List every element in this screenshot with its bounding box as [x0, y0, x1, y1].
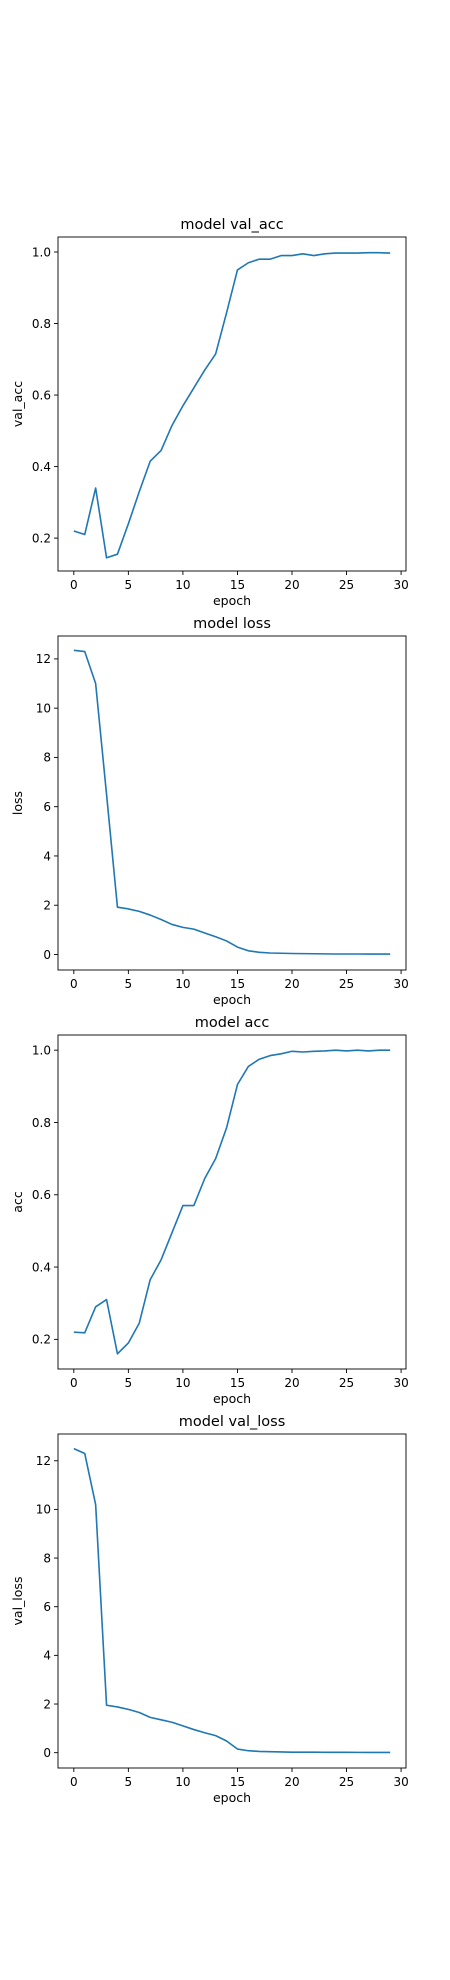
chart-panel-4: model val_loss 0 5 10 15 20 25 30 0 2 4 6 8 10 12 epoch… [10, 1414, 409, 1805]
x-tick-label: 20 [284, 977, 299, 991]
x-axis-label: epoch [213, 1391, 251, 1406]
chart-panel-3: model acc 0 5 10 15 20 25 30 0.2 0.4 0.6 0.8 1.0 epoc… [10, 1015, 409, 1406]
y-tick-label: 1.0 [32, 1043, 51, 1057]
x-tick-label: 10 [175, 977, 190, 991]
y-tick-label: 0.2 [32, 1333, 51, 1347]
y-tick-label: 0.8 [32, 1116, 51, 1130]
chart-title: model acc [195, 1015, 270, 1031]
y-tick-label: 0 [43, 948, 51, 962]
x-tick-label: 15 [230, 578, 245, 592]
x-tick-label: 25 [339, 578, 354, 592]
x-axis-label: epoch [213, 1790, 251, 1805]
x-tick-label: 25 [339, 977, 354, 991]
y-axis-label: loss [10, 791, 25, 815]
chart-panel-2: model loss 0 5 10 15 20 25 30 0 2 4 6 8 10 12 epoch loss [10, 616, 409, 1007]
x-tick-label: 10 [175, 1376, 190, 1390]
y-tick-label: 8 [43, 751, 51, 765]
x-tick-label: 20 [284, 1376, 299, 1390]
y-axis-label: acc [10, 1191, 25, 1213]
x-tick-label: 30 [393, 1775, 408, 1789]
x-tick-label: 10 [175, 1775, 190, 1789]
y-axis-label: val_acc [10, 381, 25, 427]
y-tick-label: 1.0 [32, 245, 51, 259]
y-tick-label: 4 [43, 1649, 51, 1663]
y-tick-label: 0.4 [32, 1260, 51, 1274]
x-tick-label: 15 [230, 977, 245, 991]
x-tick-label: 0 [70, 1775, 78, 1789]
y-tick-label: 12 [36, 652, 51, 666]
x-tick-label: 25 [339, 1376, 354, 1390]
x-tick-label: 15 [230, 1376, 245, 1390]
x-tick-label: 20 [284, 1775, 299, 1789]
y-tick-label: 10 [36, 701, 51, 715]
y-tick-label: 0.4 [32, 460, 51, 474]
x-tick-label: 0 [70, 977, 78, 991]
y-tick-label: 4 [43, 849, 51, 863]
y-tick-label: 2 [43, 899, 51, 913]
chart-title: model val_loss [179, 1414, 286, 1430]
y-axis-label: val_loss [10, 1577, 25, 1626]
plot-frame [57, 1433, 407, 1769]
x-tick-label: 25 [339, 1775, 354, 1789]
x-tick-label: 10 [175, 578, 190, 592]
x-tick-label: 30 [393, 977, 408, 991]
x-axis-label: epoch [213, 593, 251, 608]
y-tick-label: 6 [43, 1600, 51, 1614]
series-line [73, 649, 391, 955]
y-tick-label: 0.2 [32, 531, 51, 545]
y-tick-label: 2 [43, 1697, 51, 1711]
x-axis-label: epoch [213, 992, 251, 1007]
y-tick-label: 0 [43, 1746, 51, 1760]
y-tick-label: 10 [36, 1503, 51, 1517]
y-tick-label: 0.8 [32, 317, 51, 331]
plot-frame [57, 635, 407, 971]
y-tick-label: 8 [43, 1551, 51, 1565]
series-line [73, 1447, 391, 1754]
x-tick-label: 30 [393, 578, 408, 592]
x-tick-label: 5 [125, 578, 133, 592]
x-tick-label: 0 [70, 1376, 78, 1390]
chart-title: model loss [193, 616, 271, 632]
x-tick-label: 5 [125, 1376, 133, 1390]
y-tick-label: 0.6 [32, 388, 51, 402]
x-tick-label: 15 [230, 1775, 245, 1789]
plot-frame [57, 1034, 407, 1370]
plot-frame [57, 236, 407, 572]
x-tick-label: 30 [393, 1376, 408, 1390]
x-tick-label: 5 [125, 1775, 133, 1789]
y-tick-label: 0.6 [32, 1188, 51, 1202]
series-line [73, 1049, 391, 1355]
x-tick-label: 5 [125, 977, 133, 991]
y-tick-label: 6 [43, 800, 51, 814]
x-tick-label: 20 [284, 578, 299, 592]
x-tick-label: 0 [70, 578, 78, 592]
chart-panel-1: model val_acc 0 5 10 15 20 25 30 0.2 0.4 0.6 0.8 1.0… [10, 217, 409, 608]
chart-title: model val_acc [180, 217, 283, 233]
series-line [73, 251, 391, 559]
y-tick-label: 12 [36, 1454, 51, 1468]
